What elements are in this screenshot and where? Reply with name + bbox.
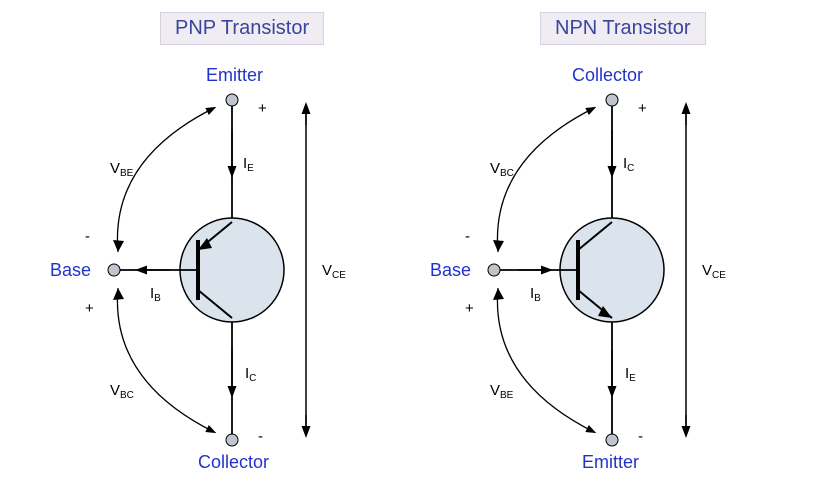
pnp-symbol	[108, 94, 306, 446]
diagram-svg	[0, 0, 821, 504]
npn-symbol	[488, 94, 686, 446]
